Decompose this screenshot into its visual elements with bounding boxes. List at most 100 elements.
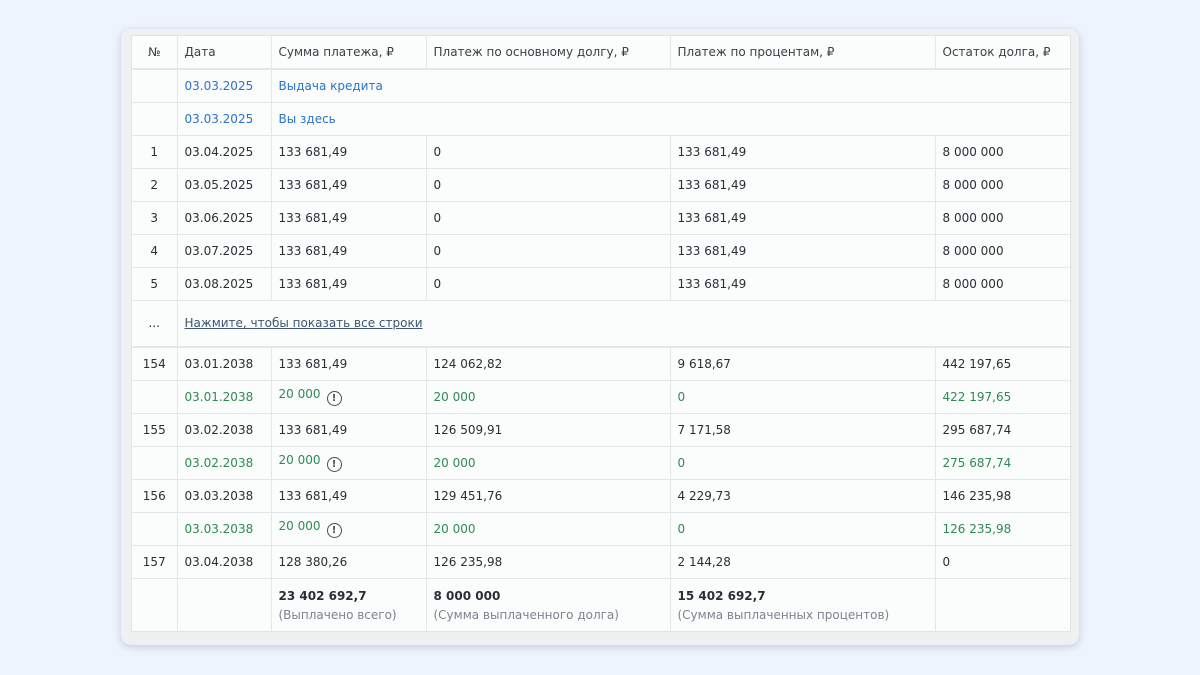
cell-balance: 295 687,74 [935,413,1072,447]
table-row: 157 03.04.2038 128 380,26 126 235,98 2 144,2… [132,545,1072,579]
expand-rows-row: ... Нажмите, чтобы показать все строки [132,300,1072,348]
cell-date-text: 03.01.2038 [184,389,254,404]
cell-interest-text: 133 681,49 [677,177,747,192]
table-row: 5 03.08.2025 133 681,49 0 133 681,49 8 000 00… [132,267,1072,301]
cell-num-text: 156 [142,488,166,503]
cell-interest: 133 681,49 [670,201,936,235]
cell-principal-text: 0 [433,177,442,192]
cell-interest-text: 0 [677,389,686,404]
cell-principal-text: 126 235,98 [433,554,503,569]
cell-payment: 133 681,49 [271,234,427,268]
extra-payment-row: 03.03.2038 20 000! 20 000 0 126 235,98 [132,512,1072,546]
cell-date-text: 03.06.2025 [184,210,254,225]
info-icon[interactable]: ! [326,391,342,406]
cell-num-text: 4 [150,243,159,258]
cell-interest: 0 [670,512,936,546]
table-row: 3 03.06.2025 133 681,49 0 133 681,49 8 000 00… [132,201,1072,235]
cell-balance [935,578,1072,632]
cell-num: 157 [132,545,178,579]
table-row: 1 03.04.2025 133 681,49 0 133 681,49 8 000 00… [132,135,1072,169]
show-all-rows-link[interactable]: Нажмите, чтобы показать все строки [184,316,423,331]
cell-payment-text: 133 681,49 [278,276,348,291]
totals-row: 23 402 692,7 (Выплачено всего) 8 000 000… [132,578,1072,632]
cell-payment-text: 133 681,49 [278,422,348,437]
cell-principal-text: 0 [433,210,442,225]
cell-payment-text: 20 000 [278,453,321,467]
cell-payment-text: 133 681,49 [278,243,348,258]
cell-payment-text: 133 681,49 [278,177,348,192]
cell-interest: 0 [670,380,936,414]
cell-balance-text: 0 [942,554,951,569]
table-row: 2 03.05.2025 133 681,49 0 133 681,49 8 000 00… [132,168,1072,202]
cell-date: 03.02.2038 [177,446,272,480]
cell-num-text: 157 [142,554,166,569]
cell-num-text: 2 [150,177,159,192]
cell-num: 1 [132,135,178,169]
cell-interest: 133 681,49 [670,234,936,268]
cell-balance-text: 442 197,65 [942,356,1012,371]
cell-balance-text: 8 000 000 [942,210,1004,225]
expand-cell: Нажмите, чтобы показать все строки [177,300,1072,348]
info-icon[interactable]: ! [326,457,342,472]
table-row: 154 03.01.2038 133 681,49 124 062,82 9 618,6… [132,347,1072,381]
cell-date-text: 03.02.2038 [184,455,254,470]
header-date: Дата [177,36,272,70]
cell-balance: 8 000 000 [935,168,1072,202]
cell-num-text: 154 [142,356,166,371]
cell-date-text: 03.05.2025 [184,177,254,192]
you-are-here-row: 03.03.2025 Вы здесь [132,102,1072,136]
cell-payment: 133 681,49 [271,135,427,169]
cell-principal: 126 235,98 [426,545,671,579]
cell-principal-text: 20 000 [433,455,476,470]
cell-date: 03.03.2038 [177,479,272,513]
cell-principal: 124 062,82 [426,347,671,381]
cell-interest: 2 144,28 [670,545,936,579]
cell-balance-text: 8 000 000 [942,177,1004,192]
cell-balance: 275 687,74 [935,446,1072,480]
you-are-here-label: Вы здесь [271,102,1072,136]
cell-balance: 126 235,98 [935,512,1072,546]
cell-date-text: 03.03.2038 [184,488,254,503]
total-paid-caption: (Выплачено всего) [278,608,397,623]
cell-principal: 129 451,76 [426,479,671,513]
cell-num-text: 155 [142,422,166,437]
cell-interest-text: 133 681,49 [677,210,747,225]
cell-principal: 0 [426,168,671,202]
header-interest: Платеж по процентам, ₽ [670,36,936,70]
cell-principal: 20 000 [426,446,671,480]
cell-num [132,578,178,632]
cell-date: 03.08.2025 [177,267,272,301]
cell-principal-text: 0 [433,144,442,159]
cell-num: 5 [132,267,178,301]
cell-principal-text: 20 000 [433,389,476,404]
cell-balance-text: 126 235,98 [942,521,1012,536]
cell-num: 154 [132,347,178,381]
cell-interest: 4 229,73 [670,479,936,513]
cell-num-text: 3 [150,210,159,225]
cell-balance: 422 197,65 [935,380,1072,414]
total-paid-value: 23 402 692,7 [278,589,367,604]
cell-date: 03.03.2038 [177,512,272,546]
table-row: 156 03.03.2038 133 681,49 129 451,76 4 229,7… [132,479,1072,513]
cell-balance-text: 8 000 000 [942,144,1004,159]
info-icon[interactable]: ! [326,523,342,538]
cell-date: 03.01.2038 [177,347,272,381]
cell-date [177,578,272,632]
cell-payment-text: 128 380,26 [278,554,348,569]
cell-date-text: 03.04.2025 [184,144,254,159]
cell-payment-text: 133 681,49 [278,210,348,225]
cell-balance-text: 8 000 000 [942,243,1004,258]
cell-payment-text: 133 681,49 [278,488,348,503]
cell-balance-text: 295 687,74 [942,422,1012,437]
cell-date: 03.02.2038 [177,413,272,447]
cell-principal: 0 [426,267,671,301]
cell-num: 156 [132,479,178,513]
cell-payment: 133 681,49 [271,168,427,202]
cell-interest-text: 9 618,67 [677,356,731,371]
cell-interest-text: 7 171,58 [677,422,731,437]
cell-interest-text: 133 681,49 [677,144,747,159]
cell-date: 03.07.2025 [177,234,272,268]
cell-num [132,69,178,103]
cell-principal: 0 [426,201,671,235]
total-interest-cell: 15 402 692,7 (Сумма выплаченных проценто… [670,578,936,632]
